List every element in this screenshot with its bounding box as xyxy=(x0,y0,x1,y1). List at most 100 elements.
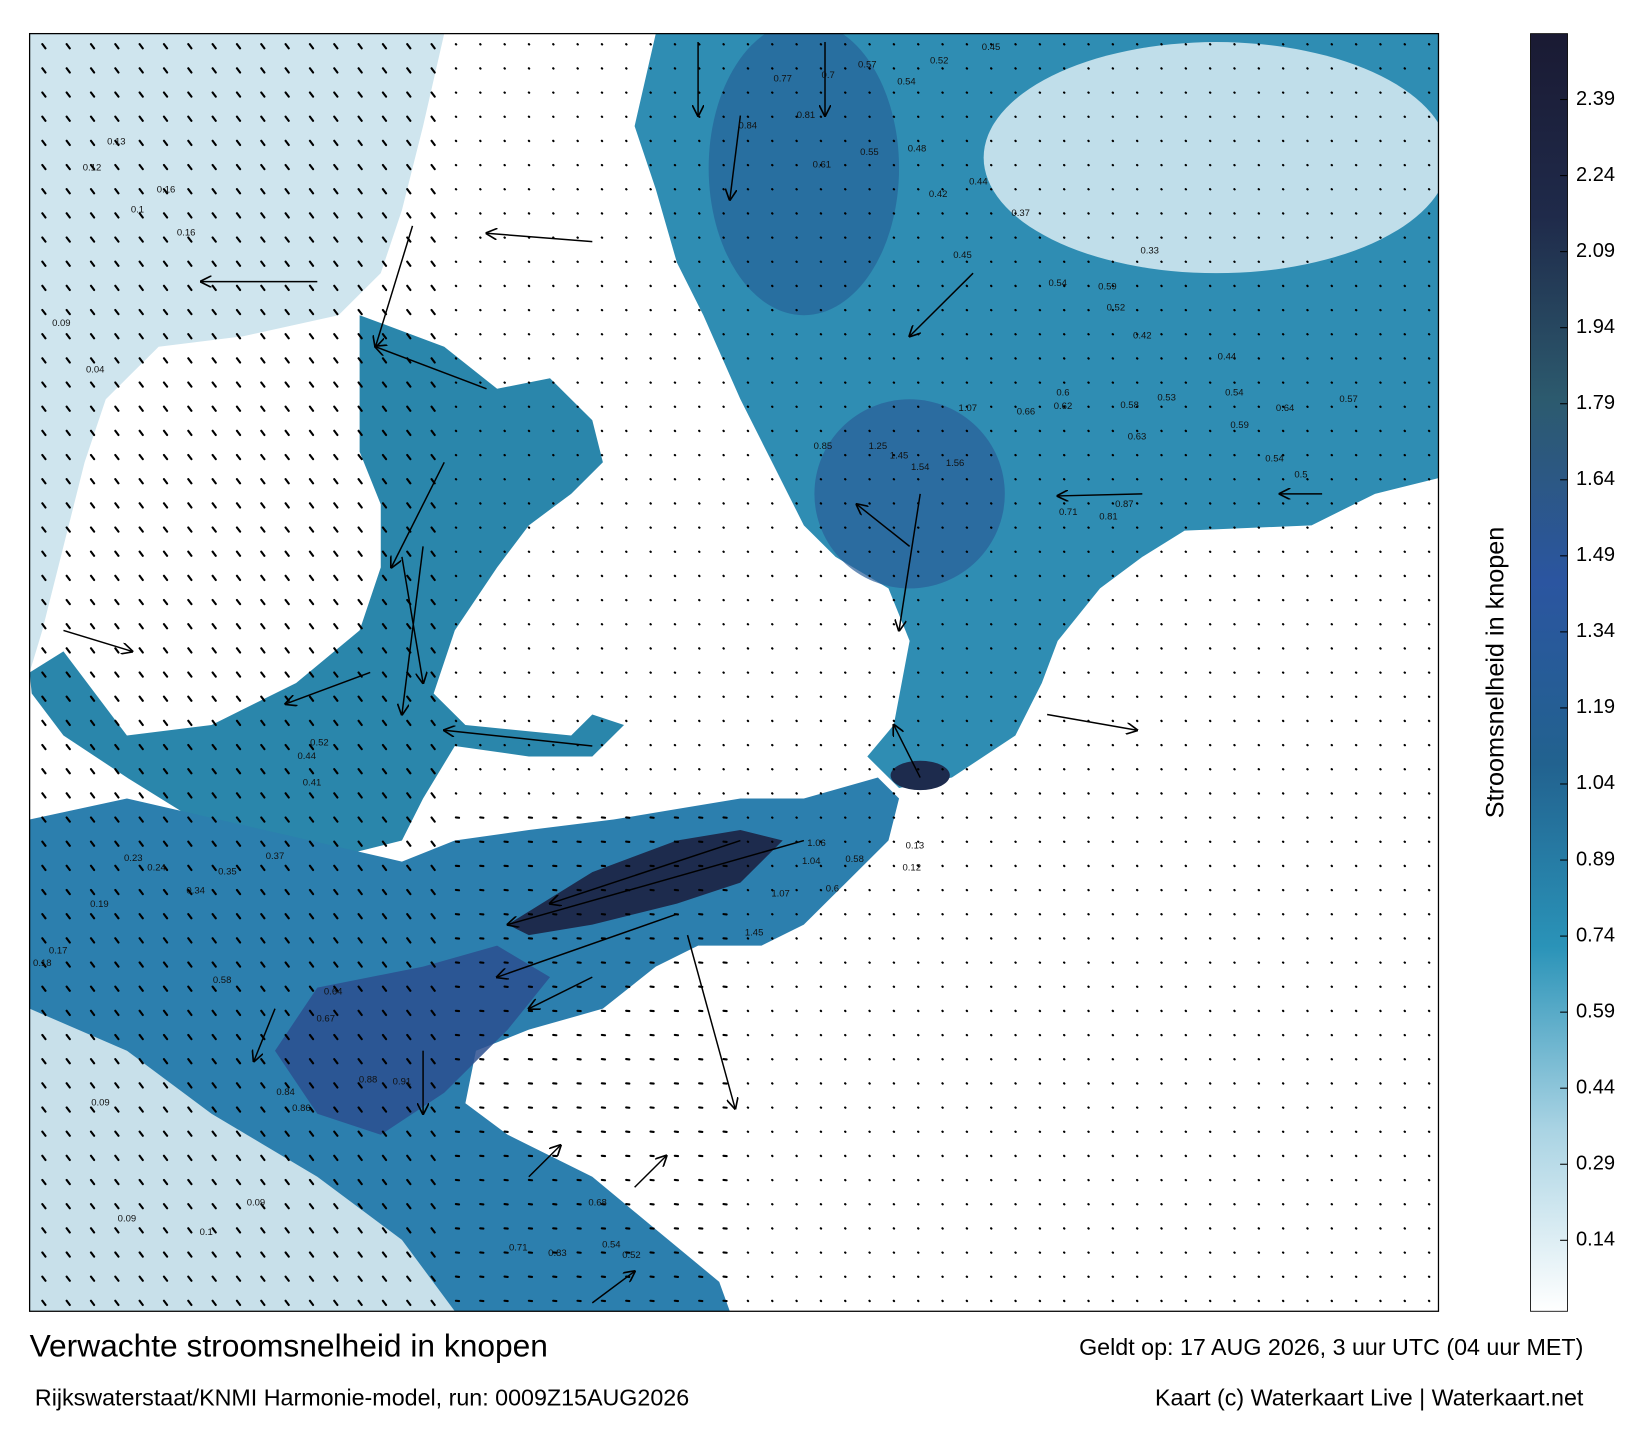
speed-label: 1.07 xyxy=(771,889,789,900)
speed-label: 0.71 xyxy=(1059,507,1077,518)
speed-label: 0.45 xyxy=(982,42,1000,53)
speed-label: 0.62 xyxy=(1054,401,1072,412)
colorbar-tick-label: 2.24 xyxy=(1576,164,1615,186)
colorbar-tick-label: 0.14 xyxy=(1576,1229,1615,1251)
colorbar-label: Stroomsnelheid in knopen xyxy=(1481,527,1509,819)
speed-label: 0.12 xyxy=(83,163,101,174)
colorbar-tick-label: 0.59 xyxy=(1576,1000,1615,1022)
speed-label: 1.45 xyxy=(890,451,908,462)
speed-label: 1.54 xyxy=(911,462,929,473)
speed-label: 0.5 xyxy=(1294,469,1307,480)
speed-label: 0.68 xyxy=(588,1198,606,1209)
speed-label: 0.1 xyxy=(131,205,144,216)
speed-labels: 0.570.540.520.450.77 0.70.840.810.610.55 0… xyxy=(33,42,1358,1261)
colorbar-tick-label: 0.89 xyxy=(1576,848,1615,870)
speed-label: 0.34 xyxy=(186,886,204,897)
speed-label: 0.37 xyxy=(266,851,284,862)
speed-label: 0.67 xyxy=(317,1014,335,1025)
speed-label: 0.52 xyxy=(930,55,948,66)
speed-label: 0.57 xyxy=(858,60,876,71)
speed-label: 0.09 xyxy=(118,1213,136,1224)
colorbar-tick-label: 0.74 xyxy=(1576,924,1615,946)
speed-label: 0.55 xyxy=(860,147,878,158)
speed-label: 0.54 xyxy=(1265,454,1283,465)
speed-label: 0.13 xyxy=(906,840,924,851)
colorbar-tick-label: 2.09 xyxy=(1576,240,1615,262)
speed-label: 0.48 xyxy=(908,144,926,155)
speed-label: 0.64 xyxy=(324,986,342,997)
speed-label: 0.57 xyxy=(1339,394,1357,405)
speed-label: 0.71 xyxy=(509,1243,527,1254)
speed-label: 0.88 xyxy=(359,1075,377,1086)
colorbar-tick-label: 1.94 xyxy=(1576,316,1615,338)
speed-label: 0.58 xyxy=(845,854,863,865)
map: 0.570.540.520.450.77 0.70.840.810.610.55 0… xyxy=(29,33,1439,1312)
water-central xyxy=(29,315,625,862)
speed-label: 0.13 xyxy=(107,136,125,147)
speed-label: 1.56 xyxy=(946,458,964,469)
speed-label: 0.54 xyxy=(897,76,915,87)
speed-label: 0.81 xyxy=(797,110,815,121)
speed-label: 0.77 xyxy=(773,73,791,84)
vector-grid xyxy=(41,43,1431,1307)
colorbar-tick-label: 0.44 xyxy=(1576,1077,1615,1099)
speed-label: 0.44 xyxy=(297,751,315,762)
subtitle: Rijkswaterstaat/KNMI Harmonie-model, run… xyxy=(35,1385,689,1411)
colorbar-tick-label: 1.64 xyxy=(1576,468,1615,490)
speed-label: 0.54 xyxy=(602,1240,620,1251)
speed-label: 0.61 xyxy=(813,159,831,170)
colorbar-tick-label: 1.49 xyxy=(1576,544,1615,566)
title: Verwachte stroomsnelheid in knopen xyxy=(30,1327,548,1363)
speed-label: 0.6 xyxy=(826,883,839,894)
speed-label: 0.54 xyxy=(1048,278,1066,289)
speed-label: 1.06 xyxy=(807,838,825,849)
credit: Kaart (c) Waterkaart Live | Waterkaart.n… xyxy=(1155,1385,1584,1411)
speed-label: 0.23 xyxy=(124,853,142,864)
speed-label: 0.44 xyxy=(969,176,987,187)
shallow-sw xyxy=(29,1008,455,1312)
speed-label: 0.58 xyxy=(1120,400,1138,411)
speed-label: 0.24 xyxy=(147,862,165,873)
speed-label: 0.52 xyxy=(310,737,328,748)
colorbar-tick-label: 1.34 xyxy=(1576,620,1615,642)
speed-label: 0.91 xyxy=(393,1077,411,1088)
speed-label: 0.42 xyxy=(929,189,947,200)
speed-label: 0.58 xyxy=(213,975,231,986)
colorbar xyxy=(1530,33,1568,1312)
speed-label: 0.09 xyxy=(91,1098,109,1109)
speed-label: 1.07 xyxy=(959,403,977,414)
speed-label: 0.63 xyxy=(1128,432,1146,443)
speed-label: 0.41 xyxy=(303,777,321,788)
speed-label: 0.09 xyxy=(247,1198,265,1209)
speed-label: 0.09 xyxy=(52,318,70,329)
speed-label: 0.81 xyxy=(1099,511,1117,522)
colorbar-ticks: 0.14 0.29 0.44 0.59 0.74 0.89 1.04 1.19 1.34 1.49… xyxy=(1560,88,1615,1251)
shallow-ne xyxy=(983,42,1439,274)
speed-label: 0.59 xyxy=(1230,420,1248,431)
speed-label: 0.1 xyxy=(200,1227,213,1238)
deep-ne xyxy=(708,33,900,316)
speed-label: 0.52 xyxy=(1107,302,1125,313)
speed-label: 0.44 xyxy=(1218,352,1236,363)
colorbar-tick-label: 1.04 xyxy=(1576,772,1615,794)
speed-label: 0.66 xyxy=(1017,406,1035,417)
speed-label: 0.33 xyxy=(1140,246,1158,257)
speed-label: 0.84 xyxy=(739,121,757,132)
colorbar-tick-label: 2.39 xyxy=(1576,88,1615,110)
speed-label: 0.19 xyxy=(90,899,108,910)
speed-label: 0.53 xyxy=(1157,393,1175,404)
speed-label: 0.37 xyxy=(1011,208,1029,219)
speed-label: 0.17 xyxy=(49,945,67,956)
speed-label: 0.59 xyxy=(1098,281,1116,292)
speed-label: 0.87 xyxy=(1115,499,1133,510)
speed-label: 0.18 xyxy=(33,958,51,969)
speed-label: 0.42 xyxy=(1133,331,1151,342)
water-west xyxy=(29,33,445,673)
deep-mouth xyxy=(890,760,950,791)
speed-label: 1.04 xyxy=(802,856,820,867)
speed-label: 0.6 xyxy=(1056,387,1069,398)
speed-label: 0.86 xyxy=(292,1103,310,1114)
speed-label: 1.25 xyxy=(869,441,887,452)
channel-mid xyxy=(275,945,551,1135)
speed-label: 0.85 xyxy=(814,441,832,452)
